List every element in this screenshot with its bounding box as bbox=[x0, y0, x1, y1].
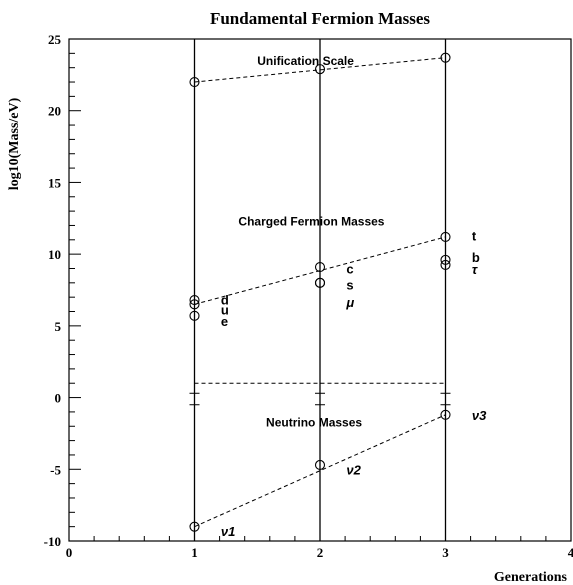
y-tick-label: 5 bbox=[55, 319, 62, 334]
data-point bbox=[189, 310, 200, 321]
data-point bbox=[440, 254, 451, 265]
data-point bbox=[189, 76, 200, 88]
fit-line bbox=[194, 57, 446, 83]
y-tick-label: 20 bbox=[48, 104, 61, 119]
x-tick-label: 1 bbox=[191, 545, 198, 560]
data-point bbox=[189, 299, 200, 310]
axis-ticks: 0 1 2 3 4 -10 -5 0 5 10 15 20 25 bbox=[44, 32, 573, 560]
x-tick-label: 0 bbox=[66, 545, 73, 560]
data-point bbox=[440, 52, 451, 63]
point-label: s bbox=[346, 277, 353, 292]
data-point bbox=[314, 64, 326, 75]
data-point bbox=[440, 409, 451, 420]
point-label: ν1 bbox=[221, 524, 235, 539]
y-axis-label: log10(Mass/eV) bbox=[7, 97, 22, 190]
fit-lines bbox=[194, 57, 446, 528]
generation-lines bbox=[189, 39, 451, 541]
y-tick-label: 10 bbox=[48, 247, 61, 262]
data-labels: Unification Scale Charged Fermion Masses N… bbox=[221, 54, 487, 539]
point-label: c bbox=[346, 261, 353, 276]
y-tick-label: 15 bbox=[48, 175, 62, 190]
fit-line bbox=[194, 414, 446, 528]
data-points bbox=[189, 52, 451, 532]
x-tick-label: 4 bbox=[568, 545, 573, 560]
data-point bbox=[189, 521, 200, 532]
point-label: t bbox=[472, 228, 477, 243]
y-tick-label: 0 bbox=[55, 391, 62, 406]
y-tick-label: -5 bbox=[50, 462, 61, 477]
group-label: Unification Scale bbox=[257, 54, 354, 68]
group-label: Neutrino Masses bbox=[266, 415, 362, 429]
point-label: u bbox=[221, 302, 229, 317]
x-tick-label: 3 bbox=[442, 545, 449, 560]
data-point bbox=[440, 231, 451, 242]
point-label: τ bbox=[472, 262, 478, 277]
data-point bbox=[314, 277, 326, 288]
point-label: ν2 bbox=[346, 462, 361, 477]
x-tick-label: 2 bbox=[317, 545, 324, 560]
x-axis-label: Generations bbox=[494, 570, 568, 585]
data-point bbox=[440, 259, 451, 270]
group-label: Charged Fermion Masses bbox=[238, 214, 384, 228]
y-tick-label: 25 bbox=[48, 32, 62, 47]
data-point bbox=[314, 262, 326, 273]
point-label: e bbox=[221, 314, 228, 329]
y-tick-label: -10 bbox=[44, 534, 61, 549]
point-label: d bbox=[221, 292, 229, 307]
fit-line bbox=[194, 236, 446, 305]
point-label: μ bbox=[345, 295, 354, 310]
data-point bbox=[189, 294, 200, 306]
data-point bbox=[314, 459, 326, 471]
point-label: ν3 bbox=[472, 408, 487, 423]
chart-title: Fundamental Fermion Masses bbox=[210, 9, 430, 28]
point-label: b bbox=[472, 250, 480, 265]
